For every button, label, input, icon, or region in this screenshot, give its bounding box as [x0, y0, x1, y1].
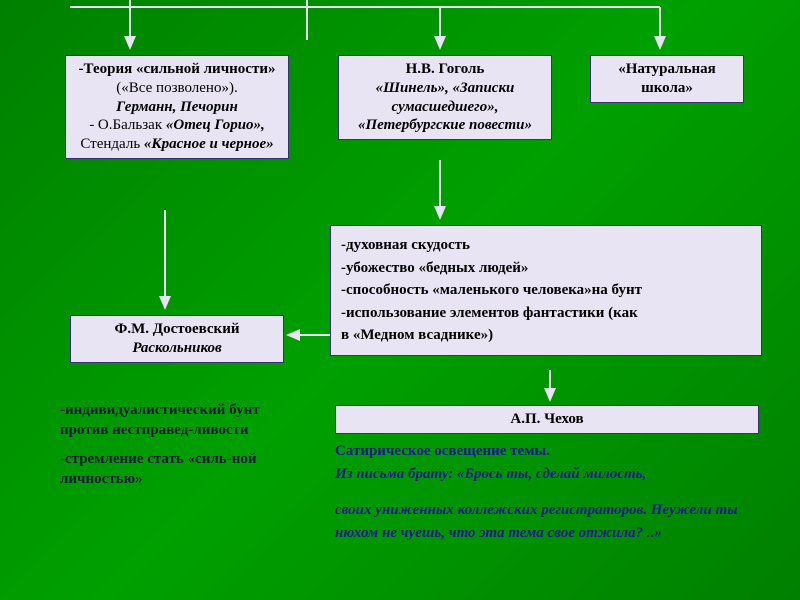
traits-l5: в «Медном всаднике») [341, 324, 751, 347]
text-individualist: -индивидуалистический бунт против нестпр… [60, 400, 290, 489]
traits-l1: -духовная скудость [341, 234, 751, 257]
indiv-l2: -стремление стать «силь-ной личностью» [60, 449, 290, 490]
satire-l3: своих униженных коллежских регистраторов… [335, 499, 755, 546]
theory-line3: - О.Бальзак «Отец Горио», Стендаль «Крас… [72, 116, 282, 154]
theory-l3c: Стендаль [80, 136, 144, 152]
box-gogol: Н.В. Гоголь «Шинель», «Записки сумасшедш… [338, 55, 552, 140]
theory-l3b: «Отец Горио», [166, 117, 265, 133]
dost-work: Раскольников [77, 339, 277, 358]
box-school: «Натуральная школа» [590, 55, 744, 103]
box-theory: -Теория «сильной личности» («Все позволе… [65, 55, 289, 159]
satire-l2: Из письма брату: «Брось ты, сделай милос… [335, 463, 755, 486]
traits-l4: -использование элементов фантастики (как [341, 302, 751, 325]
theory-title-b: («Все позволено»). [116, 80, 237, 96]
box-chekhov: А.П. Чехов [335, 405, 759, 434]
box-traits: -духовная скудость -убожество «бедных лю… [330, 225, 762, 356]
traits-l2: -убожество «бедных людей» [341, 257, 751, 280]
theory-l3d: «Красное и черное» [144, 136, 274, 152]
indiv-l1: -индивидуалистический бунт против нестпр… [60, 400, 290, 441]
theory-title-a: -Теория «сильной личности» [79, 61, 276, 77]
gogol-works: «Шинель», «Записки сумасшедшего», «Петер… [345, 79, 545, 135]
traits-l3: -способность «маленького человека»на бун… [341, 279, 751, 302]
dost-name: Ф.М. Достоевский [77, 320, 277, 339]
theory-line2: Германн, Печорин [72, 98, 282, 117]
text-satire: Сатирическое освещение темы. Из письма б… [335, 440, 755, 545]
satire-l1: Сатирическое освещение темы. [335, 440, 755, 463]
theory-title: -Теория «сильной личности» («Все позволе… [72, 60, 282, 98]
theory-l3a: - О.Бальзак [89, 117, 166, 133]
chekhov-label: А.П. Чехов [510, 411, 583, 427]
gogol-name: Н.В. Гоголь [345, 60, 545, 79]
box-dostoevsky: Ф.М. Достоевский Раскольников [70, 315, 284, 363]
school-label: «Натуральная школа» [618, 61, 716, 96]
